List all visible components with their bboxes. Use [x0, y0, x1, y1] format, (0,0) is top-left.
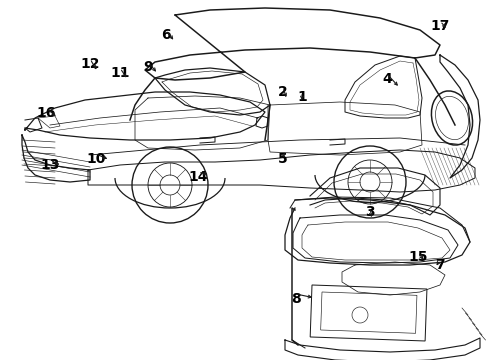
Text: 5: 5	[278, 152, 288, 166]
Text: 7: 7	[435, 258, 445, 272]
Bar	[310, 285, 427, 341]
Text: 3: 3	[365, 205, 375, 219]
Text: 10: 10	[86, 152, 106, 166]
Text: 6: 6	[161, 28, 171, 42]
Text: 17: 17	[430, 19, 450, 33]
Text: 4: 4	[382, 72, 392, 86]
Text: 14: 14	[188, 170, 208, 184]
Text: 9: 9	[143, 60, 153, 74]
Text: 15: 15	[408, 250, 428, 264]
Text: 12: 12	[80, 57, 100, 71]
Bar	[320, 292, 417, 333]
Text: 16: 16	[36, 106, 56, 120]
Text: 8: 8	[291, 292, 301, 306]
Text: 2: 2	[278, 85, 288, 99]
Text: 13: 13	[40, 158, 60, 172]
Text: 11: 11	[110, 66, 130, 80]
Text: 1: 1	[297, 90, 307, 104]
